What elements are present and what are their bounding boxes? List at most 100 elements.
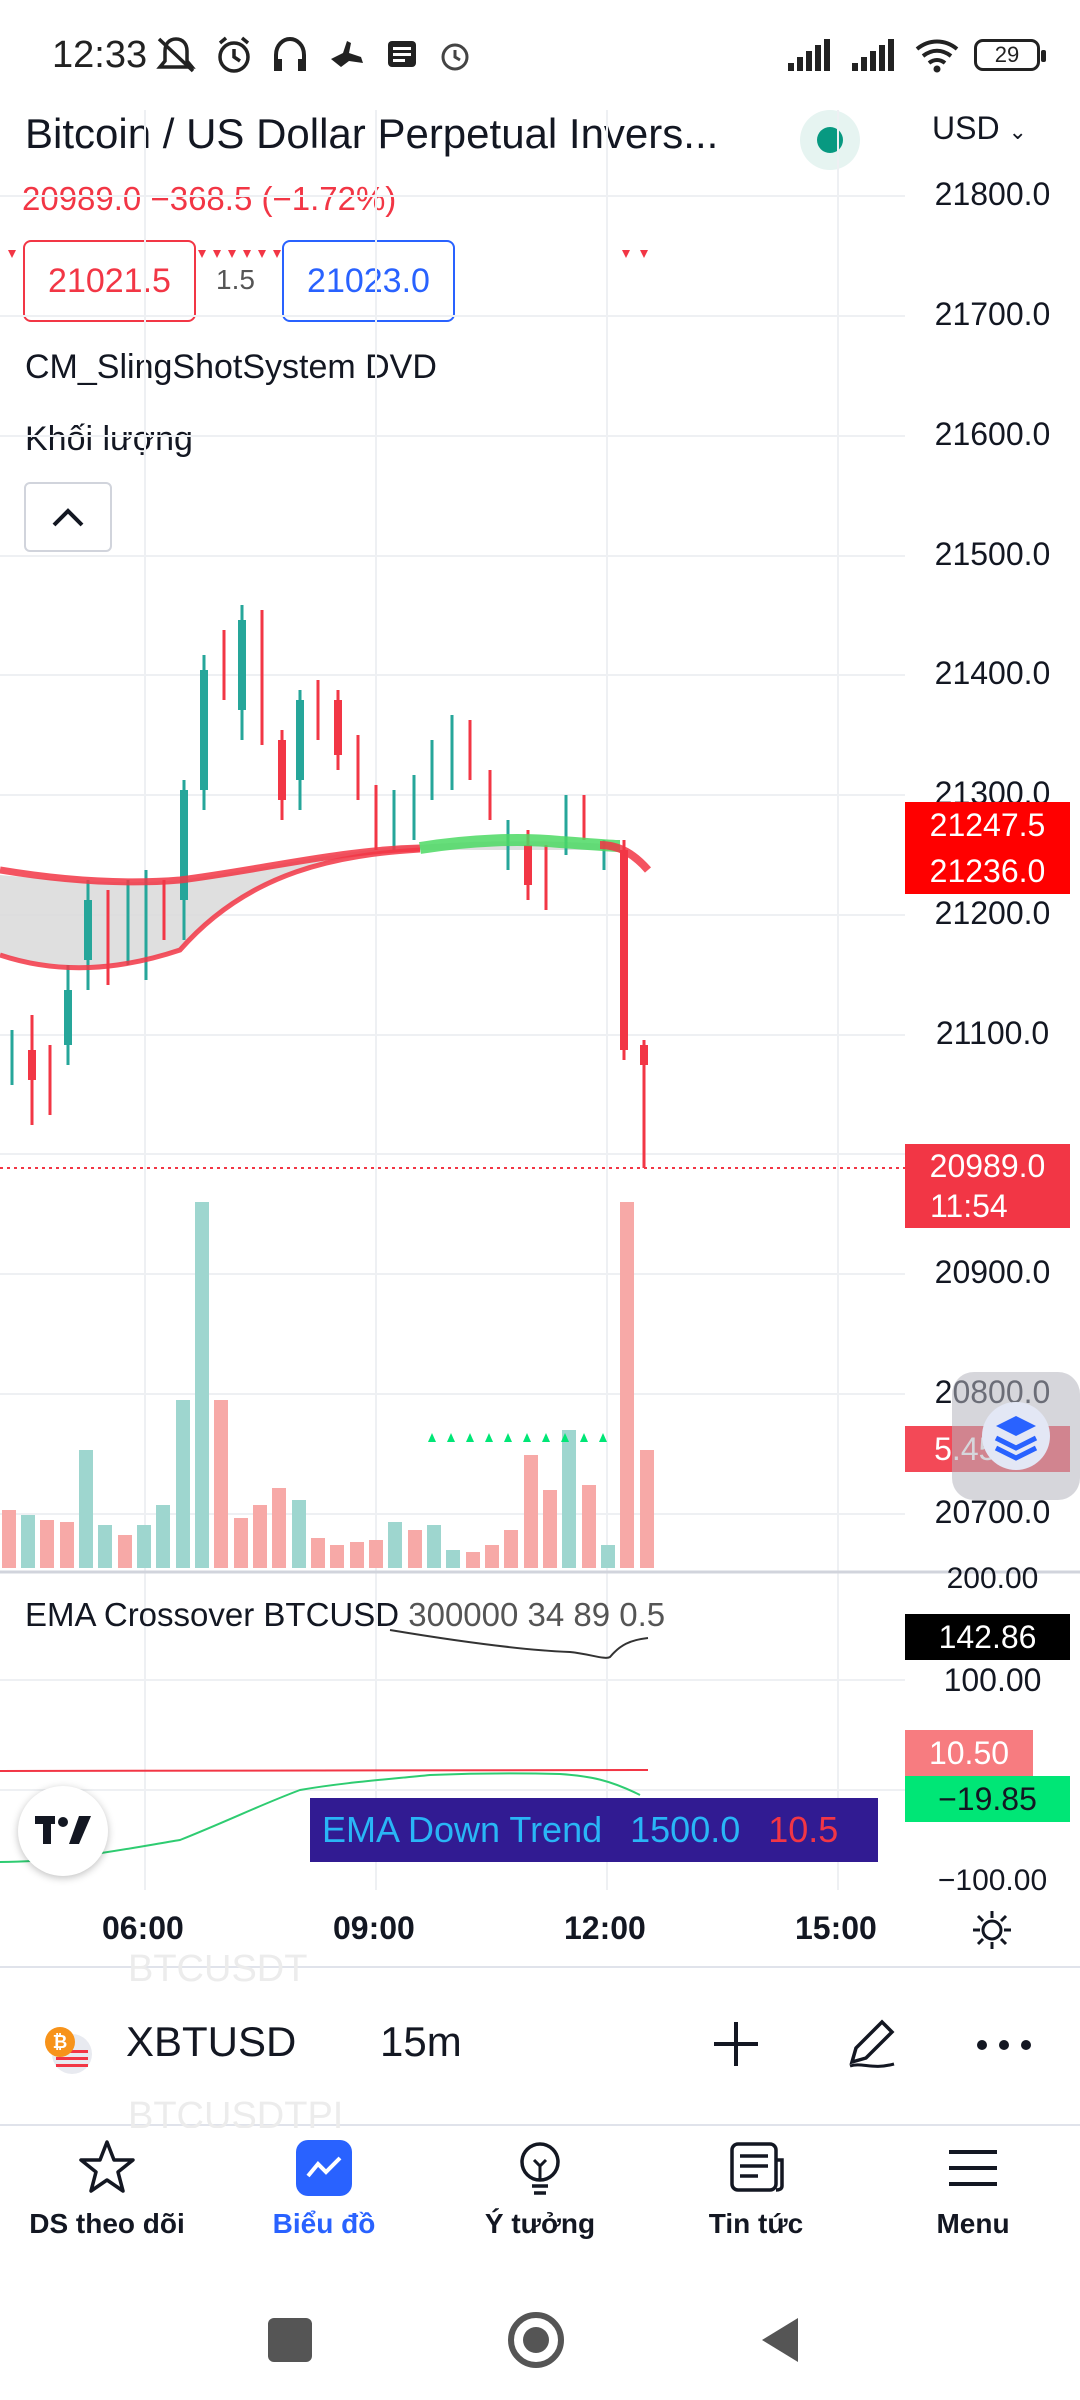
last-price-value: 20989.0 (929, 1148, 1046, 1184)
add-icon[interactable] (710, 2018, 762, 2070)
grid-lines (0, 110, 905, 1890)
price-scale-label: 21200.0 (934, 895, 1051, 931)
nav-menu[interactable]: Menu (873, 2138, 1073, 2240)
alarm-icon (218, 36, 250, 73)
trend-value-1: 1500.0 (630, 1809, 741, 1850)
chart-settings-gear-icon[interactable] (970, 1908, 1014, 1952)
price-scale-label: 21600.0 (934, 416, 1051, 452)
recent-apps-icon[interactable] (268, 2318, 312, 2362)
symbol-title[interactable]: Bitcoin / US Dollar Perpetual Invers... (25, 110, 719, 157)
osc-green-tag: −19.85 (905, 1776, 1070, 1822)
hamburger-icon (943, 2138, 1003, 2198)
chevron-up-icon (52, 508, 84, 527)
ema-red-tail (599, 841, 652, 873)
bottom-navigation: DS theo dõi Biểu đồ Ý tưởng Tin tức Menu (0, 2128, 1080, 2278)
ghost-symbol-above: BTCUSDT (128, 1948, 308, 1990)
mute-icon (156, 37, 196, 73)
price-scale-label: 21500.0 (934, 536, 1051, 572)
ema-slow-price-tag: 21236.0 (905, 848, 1070, 894)
currency-selector[interactable]: USD ⌄ (932, 110, 1027, 147)
sell-button[interactable]: 21021.5 (23, 240, 196, 322)
spread-value: 1.5 (216, 264, 255, 295)
back-icon[interactable] (758, 2314, 802, 2371)
signal-markers (8, 250, 648, 258)
price-scale-label: 21400.0 (934, 655, 1051, 691)
trend-label: EMA Down Trend (322, 1809, 603, 1850)
osc-green-line (0, 1772, 641, 1863)
home-icon[interactable] (508, 2312, 564, 2368)
osc-scale-label: 100.00 (943, 1662, 1042, 1698)
ema-cloud (0, 841, 620, 967)
svg-text:₿: ₿ (53, 2032, 68, 2053)
buy-button[interactable]: 21023.0 (282, 240, 455, 322)
system-navigation (0, 2280, 1080, 2400)
green-signal-markers (428, 1433, 607, 1442)
ema-fast-price-tag: 21247.5 (905, 802, 1070, 848)
candle-bodies (28, 620, 648, 1080)
ema-crossover-name: EMA Crossover BTCUSD (25, 1596, 400, 1633)
nav-label: Biểu đồ (272, 2208, 376, 2239)
price-change: 20989.0 −368.5 (−1.72%) (22, 180, 397, 217)
symbol-toolbar (0, 1966, 1080, 2126)
status-bar: 12:33 29 (0, 0, 1080, 110)
indicator-slingshot-label[interactable]: CM_SlingShotSystem DVD (25, 348, 437, 386)
star-icon (77, 2138, 137, 2198)
nav-chart[interactable]: Biểu đồ (224, 2138, 424, 2240)
battery-icon: 29 (974, 39, 1046, 71)
price-scale-label: 20700.0 (934, 1494, 1051, 1530)
nav-news[interactable]: Tin tức (656, 2138, 856, 2240)
more-options-icon[interactable] (974, 2030, 1034, 2060)
time-axis-label: 12:00 (564, 1910, 646, 1946)
time-axis-label: 15:00 (795, 1910, 877, 1946)
last-price-tag: 20989.0 11:54 (905, 1144, 1070, 1228)
osc-scale-label: 200.00 (946, 1562, 1039, 1595)
osc-red-tag: 10.50 (905, 1730, 1033, 1776)
floating-widget-icon[interactable] (952, 1372, 1080, 1500)
status-icons-right: 29 (786, 34, 1046, 76)
headphones-icon (274, 36, 306, 71)
osc-black-line (389, 1629, 649, 1659)
ema-trend-box: EMA Down Trend 1500.0 10.5 (310, 1798, 878, 1862)
lightbulb-icon (510, 2138, 570, 2198)
chart-icon (294, 2138, 354, 2198)
trend-value-2: 10.5 (768, 1809, 839, 1850)
signal-icon (788, 39, 830, 71)
signal-icon-2 (852, 39, 894, 71)
nav-label: Menu (936, 2208, 1010, 2239)
nav-ideas[interactable]: Ý tưởng (440, 2138, 640, 2240)
notification-icon (388, 41, 416, 67)
symbol-ticker[interactable]: XBTUSD (126, 2018, 297, 2065)
ema-crossover-label[interactable]: EMA Crossover BTCUSD 300000 34 89 0.5 (25, 1596, 665, 1634)
tradingview-logo-icon[interactable] (18, 1786, 108, 1876)
price-scale-label: 21800.0 (934, 176, 1051, 212)
status-time: 12:33 (52, 34, 148, 76)
ema-slow-line (0, 847, 421, 971)
chevron-down-icon: ⌄ (1008, 119, 1027, 144)
nav-watchlist[interactable]: DS theo dõi (7, 2138, 207, 2240)
osc-red-line (0, 1769, 649, 1772)
osc-scale-label: −100.00 (937, 1864, 1048, 1897)
status-icons-left (155, 34, 473, 76)
ema-crossover-params: 300000 34 89 0.5 (408, 1596, 666, 1633)
bar-countdown: 11:54 (930, 1188, 1008, 1224)
price-scale-label: 21100.0 (935, 1015, 1050, 1051)
currency-label: USD (932, 110, 1000, 146)
nav-label: Tin tức (708, 2208, 804, 2239)
wifi-icon (915, 39, 959, 73)
symbol-flag-icon: ₿ (42, 2024, 94, 2076)
osc-black-tag: 142.86 (905, 1614, 1070, 1660)
time-axis-label: 09:00 (333, 1910, 415, 1946)
price-chart[interactable] (0, 0, 1080, 1950)
newspaper-icon (726, 2138, 786, 2198)
drawing-pen-icon[interactable] (842, 2012, 902, 2072)
collapse-indicators-button[interactable] (24, 482, 112, 552)
flight-icon (331, 41, 363, 67)
indicator-volume-label[interactable]: Khối lượng (25, 420, 193, 458)
time-axis-label: 06:00 (102, 1910, 184, 1946)
volume-bars (2, 1202, 654, 1568)
ema-fast-line (0, 844, 421, 886)
price-scale-label: 20900.0 (934, 1254, 1051, 1290)
price-scale-label: 21700.0 (934, 296, 1051, 332)
nav-label: DS theo dõi (29, 2208, 185, 2239)
interval-selector[interactable]: 15m (380, 2018, 462, 2065)
